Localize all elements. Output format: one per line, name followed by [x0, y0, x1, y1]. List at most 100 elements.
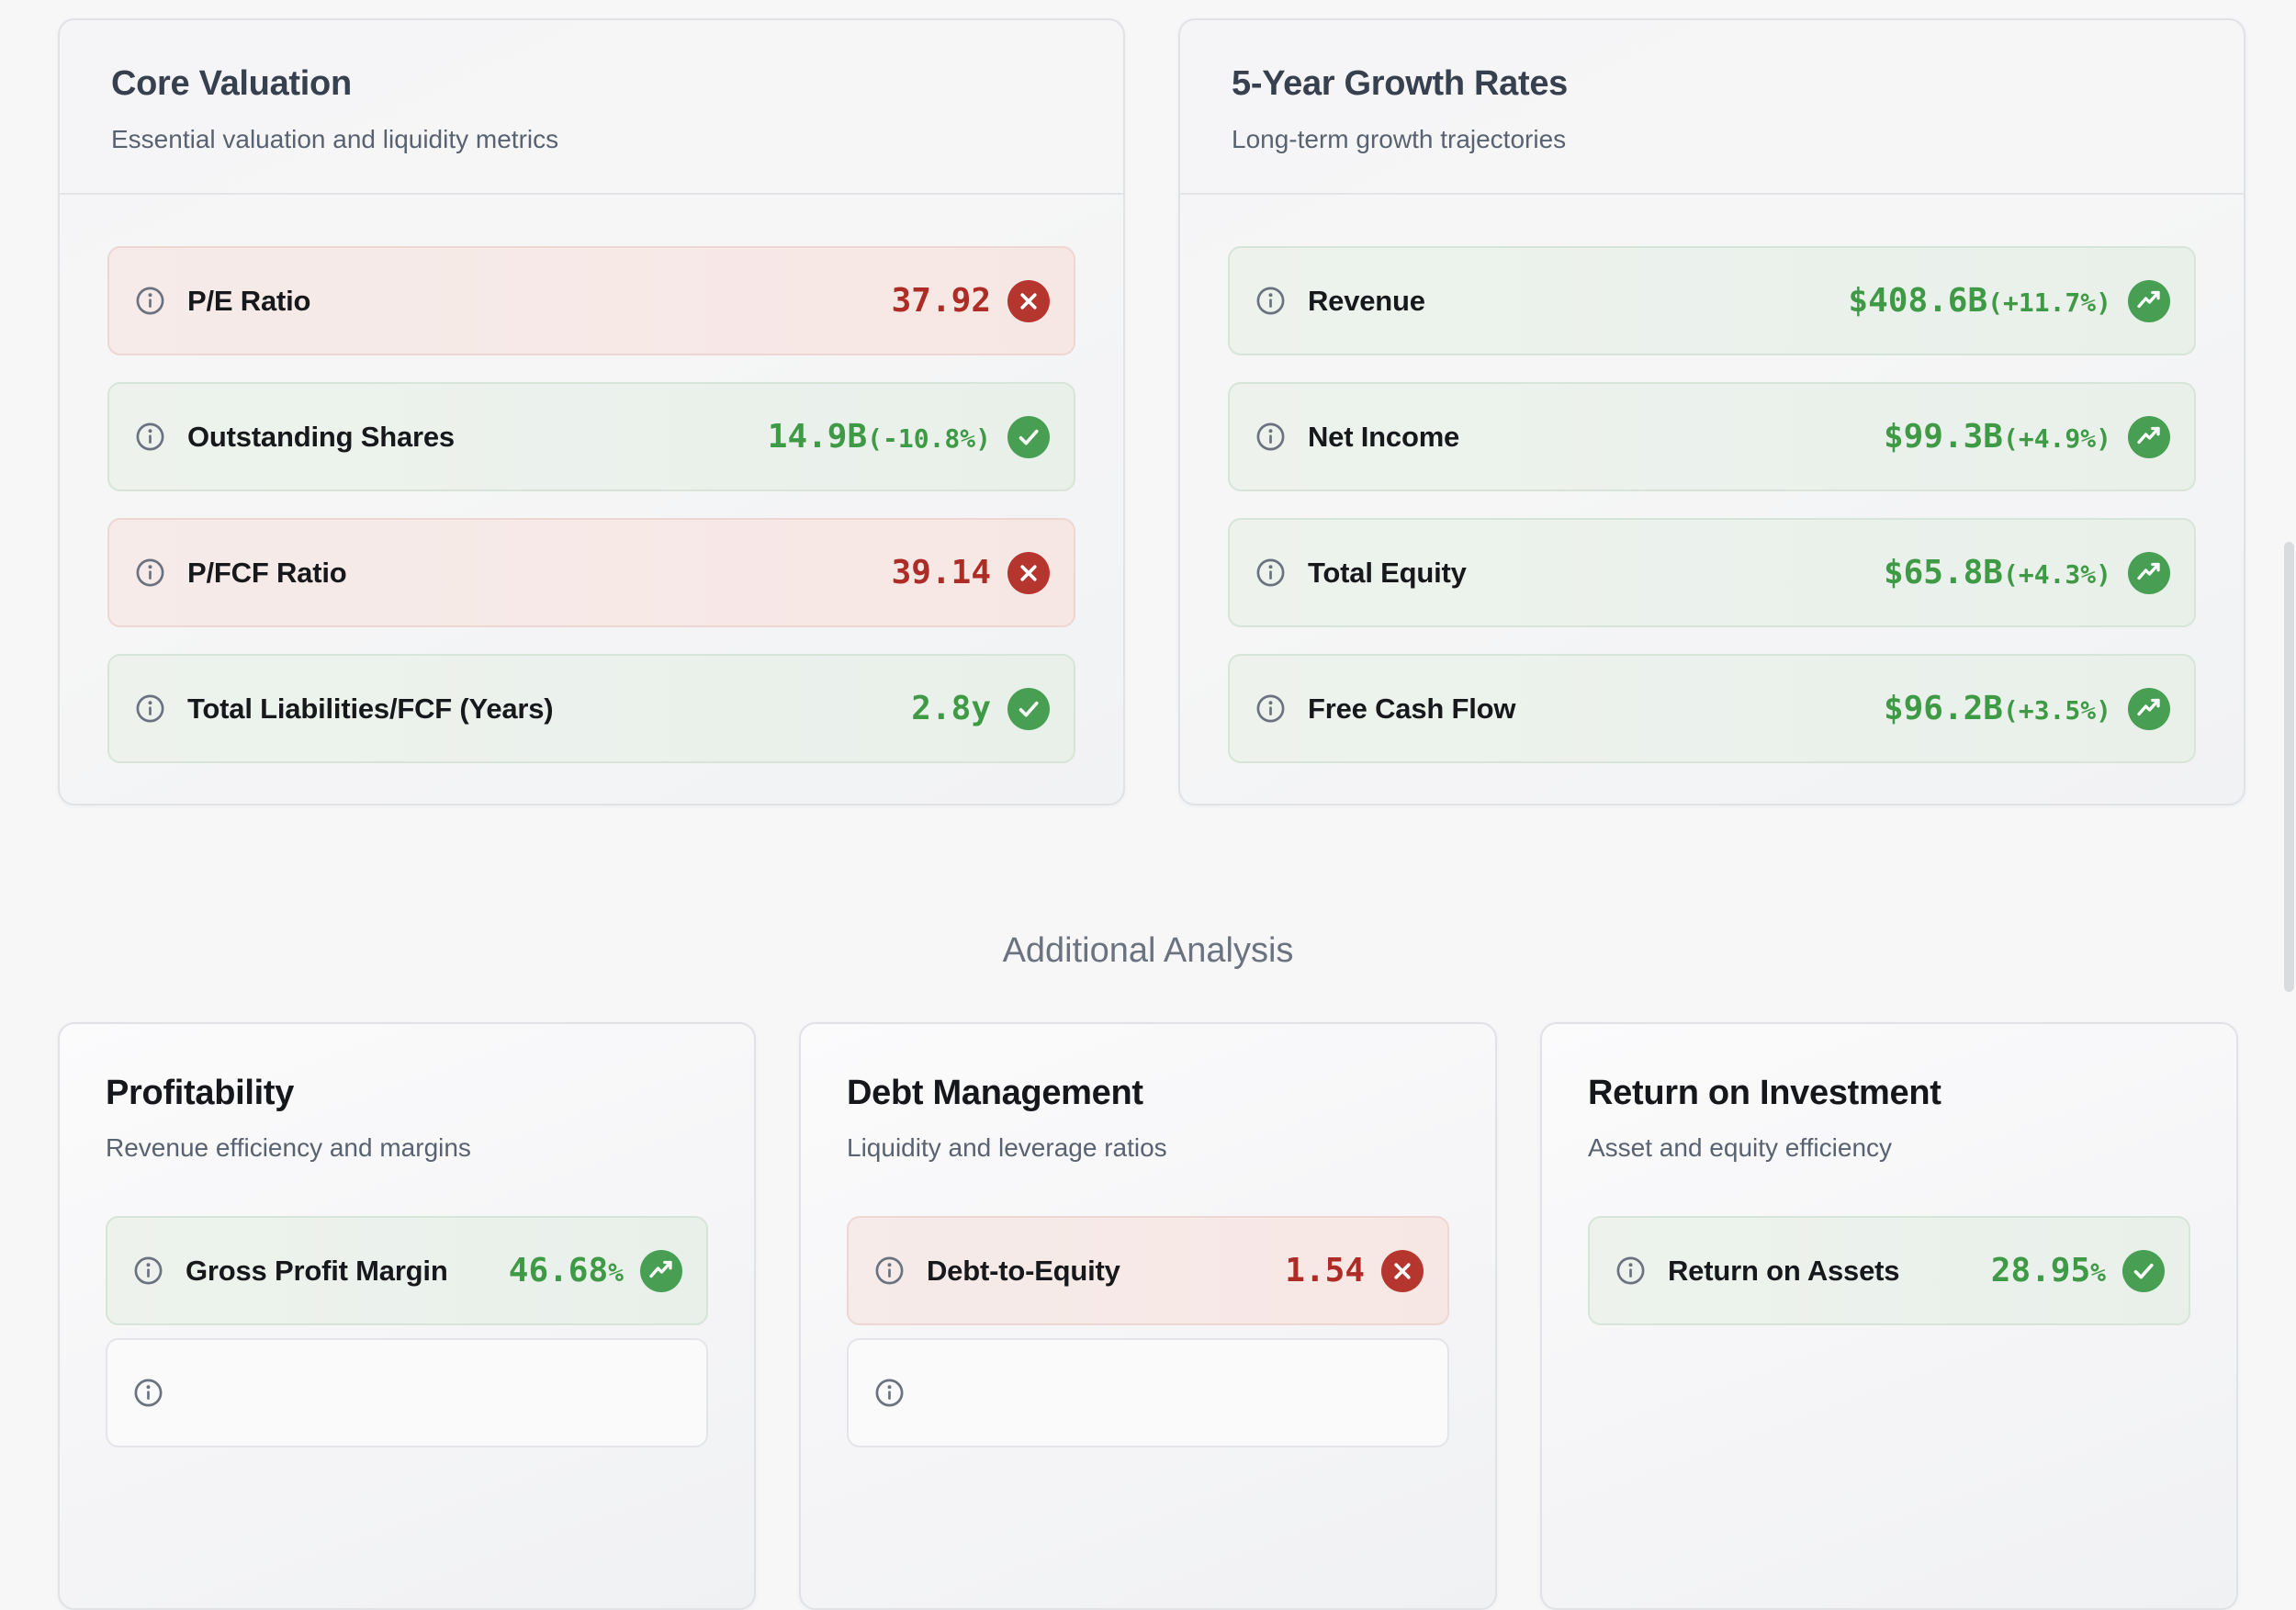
metric-row-revenue: Revenue $408.6B(+11.7%) — [1228, 246, 2196, 355]
vertical-scrollbar-thumb[interactable] — [2284, 542, 2294, 992]
partial-metric-row — [106, 1338, 708, 1447]
card-subtitle: Essential valuation and liquidity metric… — [111, 125, 559, 153]
metric-value: 1.54 — [1285, 1252, 1365, 1289]
info-icon[interactable] — [133, 1378, 163, 1408]
metric-row-free-cash-flow: Free Cash Flow $96.2B(+3.5%) — [1228, 654, 2196, 763]
info-icon[interactable] — [1615, 1255, 1646, 1286]
card-title: Return on Investment — [1588, 1074, 1941, 1112]
metric-row-outstanding-shares: Outstanding Shares 14.9B(-10.8%) — [107, 382, 1075, 491]
metric-label: Outstanding Shares — [187, 420, 455, 453]
metric-label: Debt-to-Equity — [927, 1254, 1120, 1287]
bottom-cards-row: Profitability Revenue efficiency and mar… — [58, 1022, 2238, 1610]
value-suffix: (-10.8%) — [867, 423, 991, 454]
value-main: $65.8B — [1883, 554, 2003, 591]
info-icon[interactable] — [135, 557, 165, 588]
trending-up-circle-icon — [640, 1249, 682, 1292]
debt-management-card: Debt Management Liquidity and leverage r… — [799, 1022, 1497, 1610]
value-suffix: (+4.9%) — [2002, 423, 2111, 454]
card-subtitle: Revenue efficiency and margins — [106, 1133, 471, 1162]
metric-label: Total Liabilities/FCF (Years) — [187, 692, 554, 725]
metric-row-pe-ratio: P/E Ratio 37.92 — [107, 246, 1075, 355]
card-title: Debt Management — [847, 1074, 1143, 1112]
value-main: 37.92 — [891, 282, 991, 320]
value-suffix: (+11.7%) — [1987, 287, 2111, 318]
value-main: $96.2B — [1883, 690, 2003, 727]
metric-label: Return on Assets — [1668, 1254, 1900, 1287]
metric-value: $99.3B(+4.9%) — [1884, 418, 2111, 456]
info-icon[interactable] — [1255, 286, 1286, 316]
info-icon[interactable] — [135, 422, 165, 452]
metric-label: Net Income — [1308, 420, 1460, 453]
core-valuation-card: Core Valuation Essential valuation and l… — [58, 18, 1125, 805]
card-title: Core Valuation — [111, 64, 352, 103]
metric-value: $96.2B(+3.5%) — [1884, 690, 2111, 727]
metric-label: Total Equity — [1308, 556, 1467, 589]
info-icon[interactable] — [133, 1255, 163, 1286]
growth-rates-card: 5-Year Growth Rates Long-term growth tra… — [1178, 18, 2245, 805]
card-body: Revenue $408.6B(+11.7%) Net Income $99.3… — [1180, 195, 2244, 804]
metric-value: 37.92 — [892, 282, 991, 320]
metric-value: 14.9B(-10.8%) — [768, 418, 991, 456]
metric-value: 28.95% — [1991, 1252, 2106, 1289]
return-on-investment-card: Return on Investment Asset and equity ef… — [1540, 1022, 2238, 1610]
value-suffix: (+3.5%) — [2002, 695, 2111, 726]
card-subtitle: Long-term growth trajectories — [1232, 125, 1567, 153]
card-title: Profitability — [106, 1074, 295, 1112]
x-circle-icon — [1007, 551, 1050, 594]
info-icon[interactable] — [874, 1255, 905, 1286]
value-main: 28.95 — [1990, 1252, 2091, 1289]
value-main: 1.54 — [1285, 1252, 1365, 1289]
card-subtitle: Asset and equity efficiency — [1588, 1133, 1893, 1162]
card-header: Core Valuation Essential valuation and l… — [60, 20, 1123, 195]
additional-analysis-heading: Additional Analysis — [1002, 931, 1294, 970]
metric-value: 2.8y — [911, 690, 991, 727]
card-subtitle: Liquidity and leverage ratios — [847, 1133, 1167, 1162]
value-main: 2.8y — [911, 690, 991, 727]
metric-row-debt-to-equity: Debt-to-Equity 1.54 — [847, 1216, 1449, 1325]
info-icon[interactable] — [1255, 422, 1286, 452]
info-icon[interactable] — [135, 286, 165, 316]
metric-value: $65.8B(+4.3%) — [1884, 554, 2111, 591]
metric-row-liabilities-fcf: Total Liabilities/FCF (Years) 2.8y — [107, 654, 1075, 763]
info-icon[interactable] — [874, 1378, 905, 1408]
trending-up-circle-icon — [2128, 279, 2170, 322]
card-title: 5-Year Growth Rates — [1232, 64, 1568, 103]
x-circle-icon — [1381, 1249, 1424, 1292]
metric-row-total-equity: Total Equity $65.8B(+4.3%) — [1228, 518, 2196, 627]
info-icon[interactable] — [1255, 693, 1286, 724]
value-suffix: % — [608, 1257, 624, 1288]
metric-row-gross-profit-margin: Gross Profit Margin 46.68% — [106, 1216, 708, 1325]
metric-value: 39.14 — [892, 554, 991, 591]
metric-label: P/E Ratio — [187, 284, 311, 317]
metric-label: Revenue — [1308, 284, 1425, 317]
metric-label: Free Cash Flow — [1308, 692, 1516, 725]
trending-up-circle-icon — [2128, 687, 2170, 730]
top-cards-row: Core Valuation Essential valuation and l… — [58, 18, 2245, 805]
value-main: 39.14 — [891, 554, 991, 591]
value-main: 46.68 — [508, 1252, 609, 1289]
value-suffix: % — [2090, 1257, 2106, 1288]
metric-label: Gross Profit Margin — [186, 1254, 448, 1287]
metric-value: 46.68% — [509, 1252, 624, 1289]
info-icon[interactable] — [135, 693, 165, 724]
trending-up-circle-icon — [2128, 415, 2170, 458]
value-main: $99.3B — [1883, 418, 2003, 456]
check-circle-icon — [2122, 1249, 2165, 1292]
value-main: $408.6B — [1848, 282, 1988, 320]
value-suffix: (+4.3%) — [2002, 559, 2111, 590]
partial-metric-row — [847, 1338, 1449, 1447]
check-circle-icon — [1007, 687, 1050, 730]
metric-value: $408.6B(+11.7%) — [1848, 282, 2111, 320]
card-header: 5-Year Growth Rates Long-term growth tra… — [1180, 20, 2244, 195]
check-circle-icon — [1007, 415, 1050, 458]
metric-row-net-income: Net Income $99.3B(+4.9%) — [1228, 382, 2196, 491]
profitability-card: Profitability Revenue efficiency and mar… — [58, 1022, 756, 1610]
value-main: 14.9B — [767, 418, 868, 456]
card-body: P/E Ratio 37.92 Outstanding Shares 14.9B… — [60, 195, 1123, 804]
info-icon[interactable] — [1255, 557, 1286, 588]
metric-row-pfcf-ratio: P/FCF Ratio 39.14 — [107, 518, 1075, 627]
metric-label: P/FCF Ratio — [187, 556, 347, 589]
trending-up-circle-icon — [2128, 551, 2170, 594]
metric-row-return-on-assets: Return on Assets 28.95% — [1588, 1216, 2190, 1325]
x-circle-icon — [1007, 279, 1050, 322]
